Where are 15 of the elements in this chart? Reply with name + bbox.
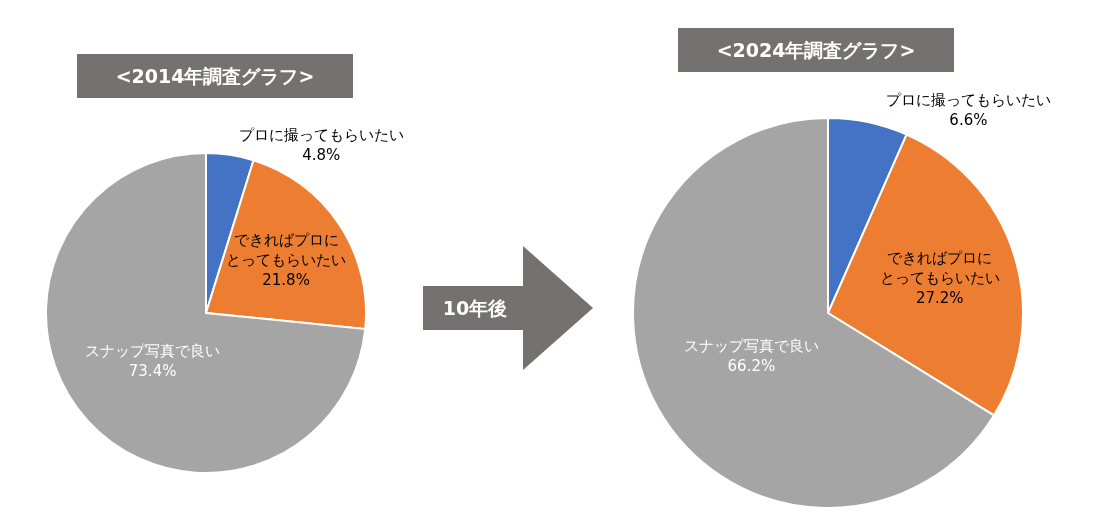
data-label: 66.2% xyxy=(727,356,776,375)
data-label: 6.6% xyxy=(949,111,988,129)
text: 10年後 xyxy=(442,297,508,319)
slice-label: プロに撮ってもらいたい xyxy=(238,126,404,144)
data-label: 27.2% xyxy=(915,289,964,308)
chart-title: <2024年調査グラフ> xyxy=(716,39,916,61)
slice-label: できればプロにとってもらいたい xyxy=(879,249,1000,288)
data-label: 21.8% xyxy=(262,271,310,290)
slice-label: できればプロにとってもらいたい xyxy=(226,231,347,270)
slice-label: プロに撮ってもらいたい xyxy=(885,91,1051,109)
data-label: 4.8% xyxy=(302,146,341,164)
data-label: 73.4% xyxy=(128,362,177,381)
chart-title: <2014年調査グラフ> xyxy=(115,65,315,87)
slice-label: スナップ写真で良い xyxy=(85,342,221,361)
slice-label: スナップ写真で良い xyxy=(683,336,819,355)
